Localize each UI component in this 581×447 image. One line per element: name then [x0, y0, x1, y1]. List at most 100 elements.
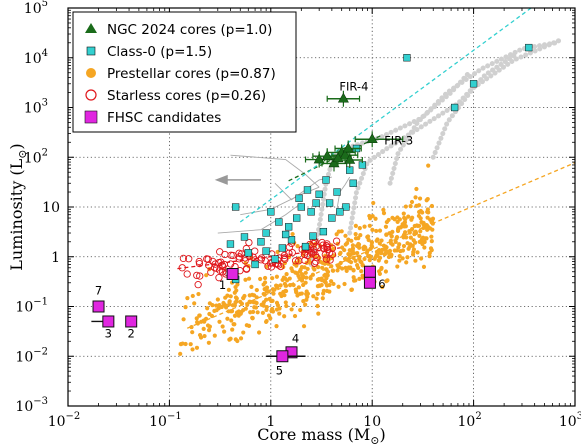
- data-point: [389, 234, 394, 239]
- data-point: [185, 255, 193, 263]
- data-point: [291, 257, 300, 265]
- data-point: [228, 336, 233, 341]
- data-point: [192, 301, 197, 306]
- data-point: [282, 293, 287, 298]
- data-point: [250, 309, 256, 314]
- data-point: [197, 313, 202, 318]
- data-point: [274, 324, 279, 329]
- data-point: [315, 190, 323, 198]
- data-point: [377, 255, 383, 260]
- data-point: [280, 251, 289, 260]
- data-point: [257, 238, 265, 246]
- data-point: [202, 318, 207, 323]
- data-point: [183, 305, 188, 310]
- data-point: [398, 249, 403, 254]
- data-point: [371, 200, 376, 206]
- data-point: [287, 283, 293, 288]
- y-tick-label: 10: [42, 200, 60, 216]
- data-point: [397, 258, 402, 263]
- data-point: [324, 267, 329, 272]
- fhsc-label: 5: [276, 363, 283, 377]
- data-point: [270, 287, 276, 292]
- data-point: [525, 43, 533, 52]
- data-point: [232, 322, 237, 327]
- data-point: [403, 216, 408, 222]
- data-point: [238, 336, 244, 341]
- data-point: [266, 313, 272, 318]
- data-point: [333, 188, 341, 196]
- data-point: [404, 260, 409, 265]
- data-point: [315, 303, 320, 309]
- data-point: [425, 215, 430, 220]
- data-point: [335, 268, 340, 273]
- y-tick-label: 10−2: [15, 346, 48, 365]
- legend-marker: [85, 23, 97, 33]
- data-point: [353, 223, 358, 228]
- data-point: [395, 219, 400, 225]
- data-point: [294, 289, 299, 294]
- data-point: [261, 282, 266, 287]
- data-point: [320, 296, 325, 301]
- data-point: [235, 255, 243, 263]
- data-point: [417, 196, 423, 201]
- data-point: [240, 233, 249, 241]
- data-point: [357, 245, 362, 250]
- data-point: [281, 264, 286, 270]
- data-point: [227, 260, 235, 268]
- data-point: [417, 233, 422, 238]
- data-point: [267, 208, 275, 216]
- data-point: [337, 92, 349, 103]
- data-point: [252, 293, 257, 298]
- data-point: [281, 289, 286, 295]
- legend-label: NGC 2024 cores (p=1.0): [107, 22, 272, 38]
- data-point: [405, 255, 410, 260]
- data-point: [311, 294, 316, 299]
- data-point: [309, 232, 317, 240]
- data-point: [450, 103, 459, 112]
- y-tick-label: 102: [24, 147, 48, 166]
- y-axis-title: Luminosity (L⊙): [7, 143, 29, 270]
- data-point: [287, 236, 296, 244]
- data-point: [342, 142, 354, 153]
- data-point: [211, 264, 219, 272]
- data-point: [235, 282, 240, 287]
- data-point: [425, 196, 430, 202]
- legend-box: [72, 11, 297, 133]
- data-point: [270, 276, 275, 281]
- data-point: [269, 298, 274, 304]
- data-point: [379, 238, 384, 243]
- data-point: [395, 228, 401, 233]
- data-point: [351, 255, 356, 260]
- data-point: [406, 214, 411, 219]
- data-point: [285, 249, 293, 257]
- data-point: [414, 203, 419, 208]
- data-point: [397, 242, 402, 247]
- data-point: [180, 341, 185, 346]
- data-point: [357, 276, 362, 281]
- data-point: [188, 342, 193, 347]
- data-point: [390, 215, 395, 220]
- data-point: [330, 268, 335, 273]
- data-point: [362, 224, 367, 229]
- data-point: [226, 240, 235, 248]
- data-point: [264, 318, 269, 324]
- data-point: [212, 333, 217, 338]
- fhsc-label: 7: [95, 284, 102, 298]
- data-point: [196, 291, 201, 297]
- data-point: [327, 289, 332, 294]
- fhsc-label: 6: [378, 277, 385, 291]
- data-point: [358, 233, 363, 238]
- data-point: [420, 210, 425, 215]
- data-point: [422, 245, 427, 250]
- data-point: [376, 248, 382, 253]
- data-point: [274, 274, 280, 279]
- data-point: [343, 265, 348, 270]
- data-point: [390, 229, 395, 234]
- data-point: [195, 320, 200, 325]
- data-point: [355, 263, 360, 268]
- data-point: [319, 227, 328, 236]
- data-point: [374, 228, 379, 234]
- data-point: [253, 305, 259, 310]
- data-point: [338, 250, 343, 255]
- data-point: [271, 291, 276, 296]
